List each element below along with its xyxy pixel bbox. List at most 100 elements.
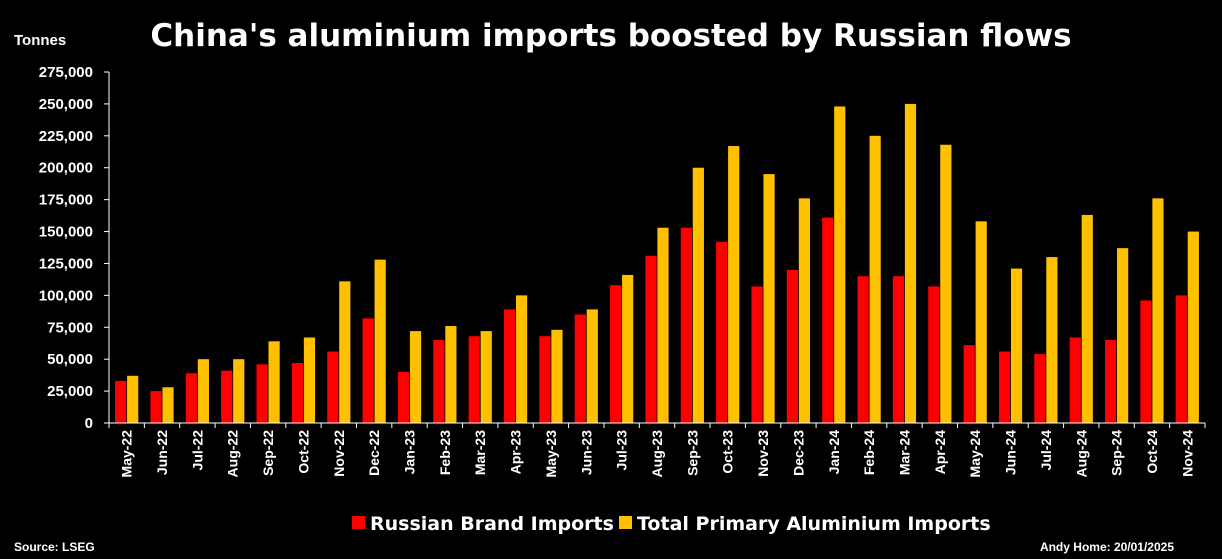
bar-russian-brand-imports-oct-24 <box>1140 300 1152 423</box>
legend-swatch-total-primary <box>619 516 632 529</box>
bar-total-primary-aluminium-imports-nov-22 <box>339 281 351 423</box>
bar-russian-brand-imports-feb-23 <box>433 340 445 423</box>
y-axis-unit-label: Tonnes <box>14 32 66 49</box>
x-tick-label: Jun-22 <box>154 430 170 475</box>
bar-russian-brand-imports-aug-24 <box>1069 337 1081 423</box>
bar-total-primary-aluminium-imports-oct-22 <box>303 337 316 423</box>
x-tick-label: Dec-23 <box>790 430 806 476</box>
bar-russian-brand-imports-jun-24 <box>998 351 1011 423</box>
x-tick-label: Mar-24 <box>896 430 912 475</box>
bar-russian-brand-imports-nov-23 <box>751 286 763 423</box>
bar-russian-brand-imports-may-22 <box>115 380 127 423</box>
bar-russian-brand-imports-oct-23 <box>716 241 728 423</box>
bars <box>115 103 1199 424</box>
bar-russian-brand-imports-oct-22 <box>291 363 304 423</box>
bar-russian-brand-imports-jan-24 <box>822 217 834 423</box>
bar-total-primary-aluminium-imports-jun-24 <box>1010 268 1023 423</box>
axes <box>108 72 1205 424</box>
x-tick-label: Feb-23 <box>437 430 453 475</box>
x-tick-label: Oct-22 <box>295 430 311 474</box>
legend-label-russian-brand: Russian Brand Imports <box>370 513 614 535</box>
source-note: Source: LSEG <box>14 540 95 554</box>
bar-total-primary-aluminium-imports-aug-22 <box>233 359 245 423</box>
x-tick-label: Oct-24 <box>1144 430 1160 474</box>
y-tick-label: 100,000 <box>39 287 93 304</box>
bar-russian-brand-imports-nov-24 <box>1175 295 1187 423</box>
x-tick-label: Nov-23 <box>755 430 771 477</box>
x-tick-label: Nov-24 <box>1179 430 1195 477</box>
y-tick-label: 125,000 <box>39 255 93 272</box>
bar-total-primary-aluminium-imports-sep-22 <box>268 341 280 423</box>
bar-total-primary-aluminium-imports-mar-23 <box>480 331 492 423</box>
x-tick-label: Aug-24 <box>1073 430 1089 478</box>
x-tick-label: Oct-23 <box>720 430 736 474</box>
x-tick-label: May-24 <box>967 430 983 478</box>
author-credit: Andy Home: 20/01/2025 <box>1040 540 1174 554</box>
bar-russian-brand-imports-may-23 <box>539 336 551 423</box>
x-tick-label: Mar-23 <box>472 430 488 475</box>
bar-total-primary-aluminium-imports-sep-23 <box>692 167 704 423</box>
y-tick-label: 75,000 <box>47 319 93 336</box>
bar-total-primary-aluminium-imports-dec-23 <box>798 198 811 423</box>
bar-total-primary-aluminium-imports-oct-23 <box>728 146 740 423</box>
x-axis-ticks: May-22 Jun-22 Jul-22 Aug-22 Sep-22 Oct-22 Nov-… <box>108 423 1206 478</box>
y-tick-label: 0 <box>85 415 93 432</box>
x-tick-label: Apr-24 <box>932 430 948 475</box>
bar-russian-brand-imports-apr-24 <box>928 286 940 423</box>
x-tick-label: May-23 <box>543 430 559 478</box>
bar-total-primary-aluminium-imports-may-24 <box>975 221 987 423</box>
y-tick-label: 225,000 <box>39 128 93 145</box>
bar-russian-brand-imports-jun-23 <box>574 314 586 423</box>
x-tick-label: Sep-23 <box>684 430 700 476</box>
bar-total-primary-aluminium-imports-mar-24 <box>904 103 917 423</box>
x-tick-label: Dec-22 <box>366 430 382 476</box>
bar-total-primary-aluminium-imports-jun-22 <box>162 387 174 423</box>
legend-label-total-primary: Total Primary Aluminium Imports <box>637 513 991 535</box>
bar-total-primary-aluminium-imports-nov-24 <box>1187 231 1199 423</box>
bar-total-primary-aluminium-imports-jul-22 <box>197 359 209 423</box>
bar-russian-brand-imports-aug-23 <box>645 255 657 423</box>
x-tick-label: May-22 <box>119 430 135 478</box>
x-tick-label: Aug-23 <box>649 430 665 478</box>
bar-total-primary-aluminium-imports-oct-24 <box>1152 198 1164 423</box>
x-tick-label: Jun-23 <box>578 430 594 475</box>
bar-russian-brand-imports-jul-22 <box>185 373 197 423</box>
bar-russian-brand-imports-dec-22 <box>362 318 374 423</box>
x-tick-label: Jul-22 <box>189 430 205 471</box>
bar-total-primary-aluminium-imports-jul-23 <box>622 274 634 423</box>
x-tick-label: Jan-23 <box>402 430 418 475</box>
bar-total-primary-aluminium-imports-feb-23 <box>445 326 457 423</box>
bar-russian-brand-imports-jan-23 <box>397 371 410 423</box>
bar-total-primary-aluminium-imports-jan-23 <box>409 331 422 423</box>
y-tick-label: 150,000 <box>39 224 93 241</box>
bar-russian-brand-imports-nov-22 <box>327 351 339 423</box>
y-tick-label: 50,000 <box>47 351 93 368</box>
x-tick-label: Jul-23 <box>614 430 630 471</box>
bar-russian-brand-imports-aug-22 <box>221 370 233 423</box>
bar-russian-brand-imports-apr-23 <box>503 309 516 423</box>
bar-total-primary-aluminium-imports-nov-23 <box>763 174 775 423</box>
y-tick-label: 200,000 <box>39 160 93 177</box>
y-tick-label: 250,000 <box>39 96 93 113</box>
x-tick-label: Apr-23 <box>508 430 524 475</box>
y-axis-ticks: 0 25,000 50,000 75,000 100,000 125,000 150,000… <box>39 64 109 432</box>
bar-russian-brand-imports-may-24 <box>963 345 975 423</box>
bar-total-primary-aluminium-imports-jun-23 <box>586 309 598 423</box>
x-tick-label: Sep-24 <box>1109 430 1125 476</box>
bar-total-primary-aluminium-imports-sep-24 <box>1117 248 1129 423</box>
y-tick-label: 175,000 <box>39 192 93 209</box>
bar-total-primary-aluminium-imports-jul-24 <box>1046 257 1058 423</box>
x-tick-label: Jan-24 <box>826 430 842 475</box>
chart-title: China's aluminium imports boosted by Rus… <box>150 18 1071 54</box>
bar-russian-brand-imports-sep-24 <box>1105 340 1117 423</box>
bar-russian-brand-imports-mar-23 <box>468 336 480 423</box>
x-tick-label: Aug-22 <box>225 430 241 478</box>
bar-russian-brand-imports-jun-22 <box>150 391 162 423</box>
x-tick-label: Jun-24 <box>1003 430 1019 475</box>
bar-russian-brand-imports-jul-24 <box>1034 354 1046 423</box>
bar-total-primary-aluminium-imports-may-23 <box>551 329 563 423</box>
bar-total-primary-aluminium-imports-jan-24 <box>834 106 846 424</box>
bar-russian-brand-imports-sep-23 <box>680 227 692 423</box>
